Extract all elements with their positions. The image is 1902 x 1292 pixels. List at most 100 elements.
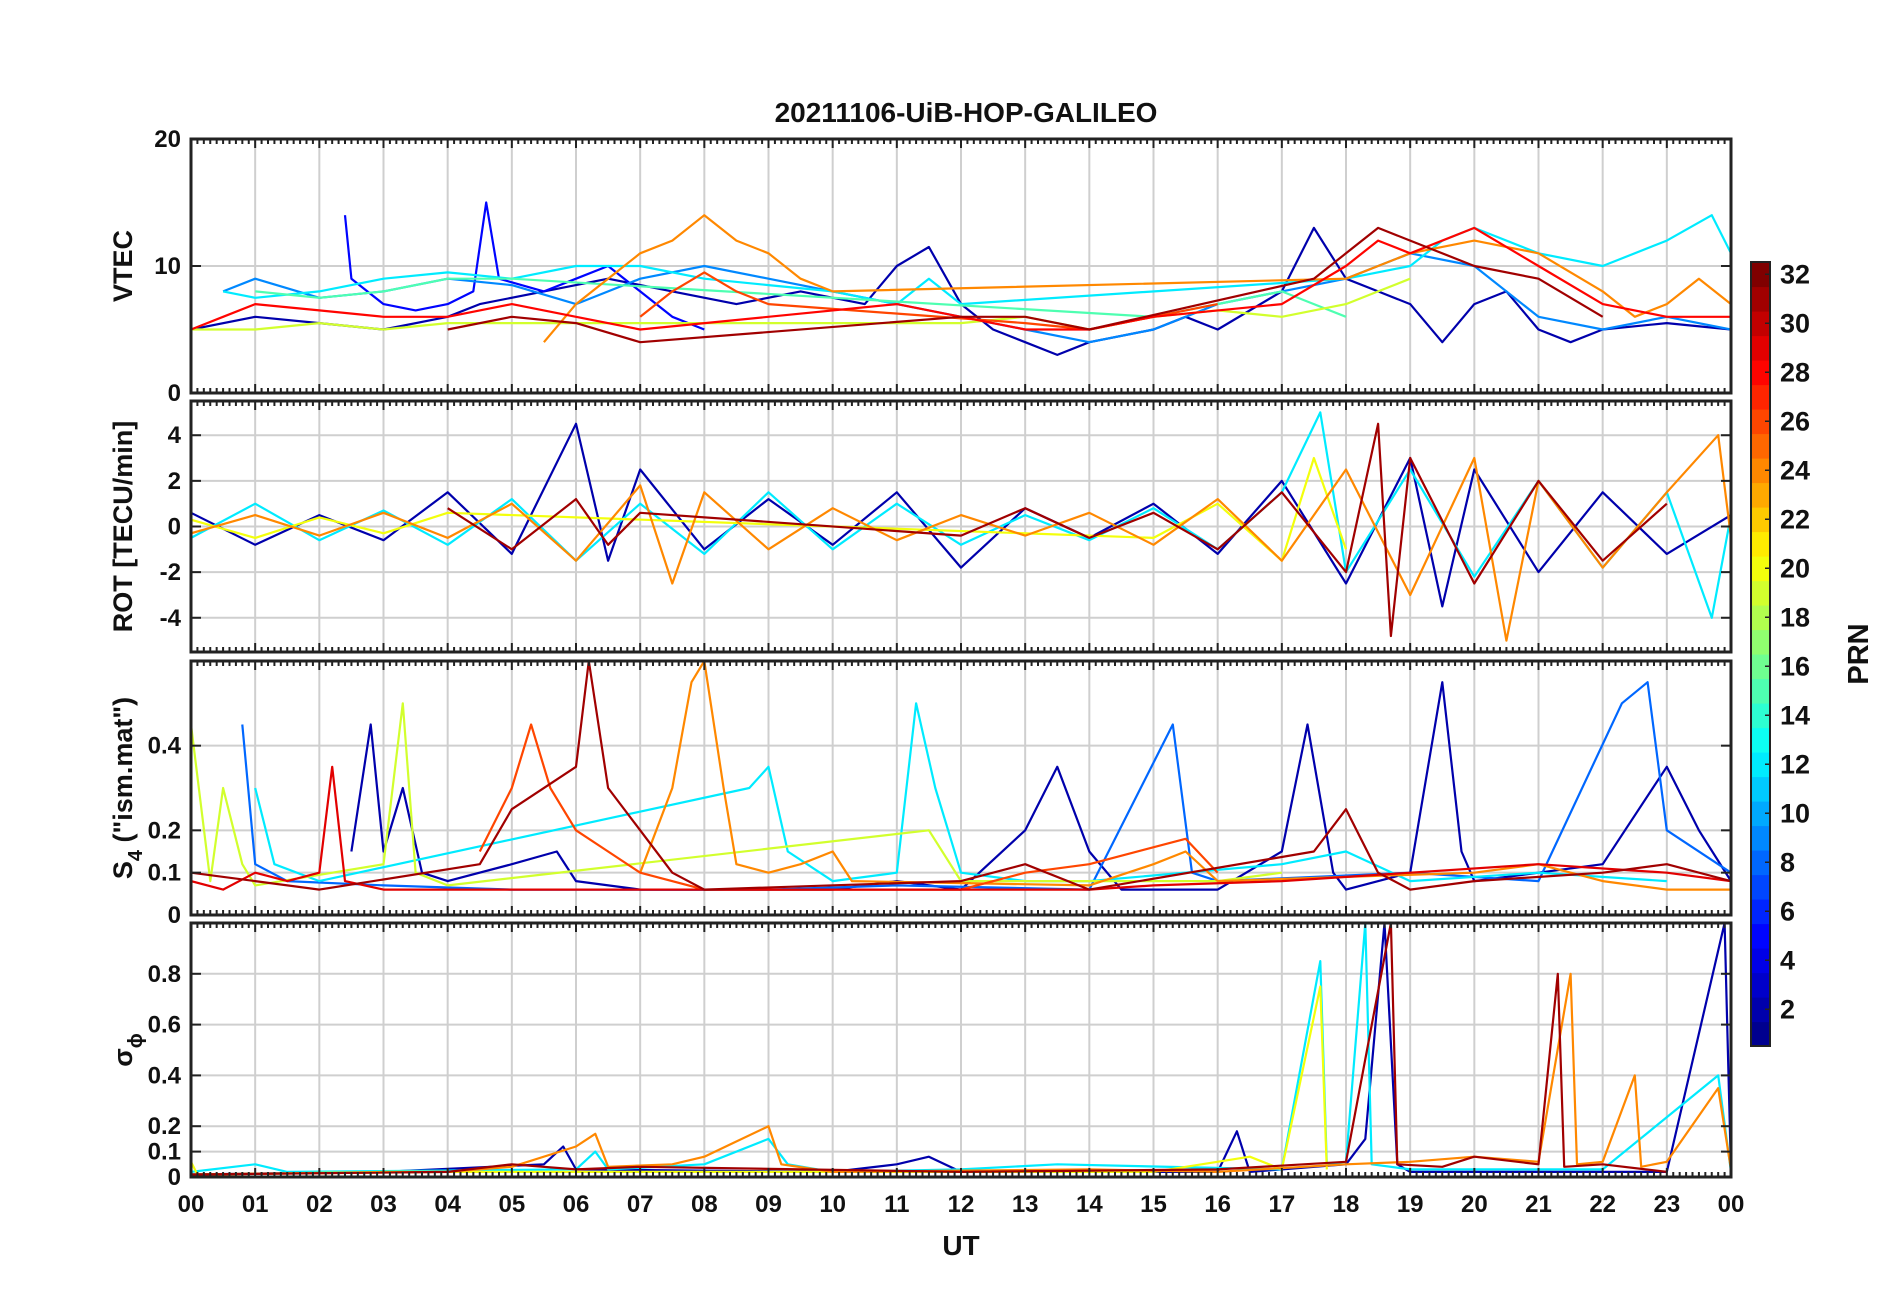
colorbar-segment: [1751, 776, 1770, 802]
colorbar-tick-label: 26: [1780, 406, 1810, 436]
colorbar-segment: [1751, 801, 1770, 827]
colorbar-segment: [1751, 458, 1770, 484]
x-tick-label: 14: [1076, 1191, 1103, 1218]
x-tick-label: 17: [1268, 1191, 1295, 1218]
x-tick-label: 11: [884, 1191, 909, 1218]
series-prn-12: [254, 702, 1667, 883]
x-tick-label: 07: [627, 1191, 654, 1218]
series-prn-24: [543, 214, 1731, 343]
y-tick-label: 0.2: [148, 1113, 181, 1140]
colorbar-tick-label: 8: [1780, 847, 1795, 877]
x-axis: 00 01 02 03 04 05 06 07 08 09 10 11 12 13 14 15 16 17 18 19…: [178, 1191, 1745, 1218]
x-tick-label: 02: [306, 1191, 333, 1218]
series-prn-12: [191, 923, 1731, 1173]
y-axis-label-main: ROT [TECU/min]: [108, 421, 138, 632]
colorbar-segment: [1751, 629, 1770, 655]
y-tick-label: 0: [168, 514, 181, 541]
colorbar-tick-label: 16: [1780, 651, 1810, 681]
series-group: [191, 923, 1731, 1176]
y-axis-label-rest: ("ism.mat"): [108, 697, 138, 850]
colorbar-tick-label: 14: [1780, 700, 1810, 730]
panel-s4: 00.10.20.4S4 ("ism.mat"): [108, 659, 1733, 929]
y-tick-label: 20: [154, 126, 181, 153]
colorbar-segment: [1751, 384, 1770, 410]
x-tick-label: 06: [563, 1191, 590, 1218]
x-tick-label: 03: [370, 1191, 397, 1218]
colorbar-label: PRN: [1843, 623, 1875, 684]
colorbar-segment: [1751, 360, 1770, 386]
colorbar-segment: [1751, 580, 1770, 606]
colorbar-tick-label: 30: [1780, 308, 1810, 338]
y-axis-label-sub: 4: [125, 849, 147, 861]
colorbar-segment: [1751, 654, 1770, 680]
colorbar-segment: [1751, 948, 1770, 974]
colorbar-frame: [1750, 261, 1771, 1047]
colorbar-segment: [1751, 899, 1770, 925]
x-tick-label: 13: [1012, 1191, 1039, 1218]
x-tick-label: 19: [1397, 1191, 1424, 1218]
colorbar-tick-label: 22: [1780, 504, 1810, 534]
y-axis-label-main: σ: [108, 1048, 138, 1066]
y-axis-label: ROT [TECU/min]: [108, 421, 138, 632]
colorbar-segment: [1751, 874, 1770, 900]
y-tick-label: 0.4: [148, 1062, 182, 1089]
y-tick-label: -2: [160, 559, 181, 586]
colorbar-segment: [1751, 972, 1770, 998]
colorbar-segment: [1751, 507, 1770, 533]
colorbar-segment: [1751, 752, 1770, 778]
series-group: [191, 411, 1731, 642]
x-tick-label: 08: [691, 1191, 718, 1218]
y-tick-label: 2: [168, 468, 181, 495]
y-axis-label: σϕ: [108, 1033, 147, 1066]
colorbar-tick-label: 24: [1780, 455, 1810, 485]
y-tick-label: 0.6: [148, 1012, 181, 1039]
x-tick-label: 22: [1589, 1191, 1616, 1218]
y-tick-label: 0.1: [148, 1139, 181, 1166]
y-tick-label: 0: [168, 1164, 181, 1191]
colorbar-segment: [1751, 997, 1770, 1023]
panel-rot: -4 -2 0 2 4 ROT [TECU/min]: [108, 399, 1733, 654]
x-tick-label: 00: [1718, 1191, 1745, 1218]
series-prn-31: [447, 226, 1604, 344]
colorbar-segment: [1751, 433, 1770, 459]
series-prn-28: [191, 226, 1731, 331]
series-prn-5: [343, 201, 705, 331]
colorbar-tick-label: 4: [1780, 945, 1795, 975]
y-axis-label-sub: ϕ: [125, 1033, 147, 1048]
series-prn-15: [255, 277, 1347, 318]
colorbar-segment: [1751, 335, 1770, 361]
panel-sigma_phi: 00.10.2 0.4 0.6 0.8 σϕ: [108, 921, 1733, 1191]
series-prn-31: [447, 422, 1668, 638]
colorbar-segment: [1751, 678, 1770, 704]
x-tick-label: 21: [1525, 1191, 1552, 1218]
y-tick-label: 0: [168, 902, 181, 929]
x-tick-label: 04: [434, 1191, 461, 1218]
y-axis-label: S4 ("ism.mat"): [108, 697, 147, 879]
x-tick-label: 18: [1333, 1191, 1360, 1218]
series-prn-31: [191, 661, 1731, 891]
chart-title: 20211106-UiB-HOP-GALILEO: [775, 97, 1158, 128]
x-tick-label: 20: [1461, 1191, 1488, 1218]
y-tick-label: 0.1: [148, 860, 181, 887]
series-group: [191, 201, 1731, 356]
colorbar-tick-label: 20: [1780, 553, 1810, 583]
colorbar-segment: [1751, 1021, 1770, 1047]
y-tick-label: 0: [168, 380, 181, 407]
y-tick-label: 10: [154, 253, 181, 280]
y-tick-label: 0.8: [148, 961, 181, 988]
x-tick-label: 09: [755, 1191, 782, 1218]
y-tick-label: 4: [168, 422, 182, 449]
x-axis-label: UT: [942, 1230, 979, 1261]
colorbar-segment: [1751, 531, 1770, 557]
x-tick-label: 12: [948, 1191, 975, 1218]
series-prn-29: [191, 765, 1731, 891]
x-tick-label: 16: [1204, 1191, 1231, 1218]
colorbar-segment: [1751, 311, 1770, 337]
colorbar-tick-label: 32: [1780, 259, 1810, 289]
y-axis-label: VTEC: [108, 230, 138, 302]
colorbar-segment: [1751, 262, 1770, 288]
y-axis-label-main: S: [108, 861, 138, 879]
colorbar-segment: [1751, 409, 1770, 435]
